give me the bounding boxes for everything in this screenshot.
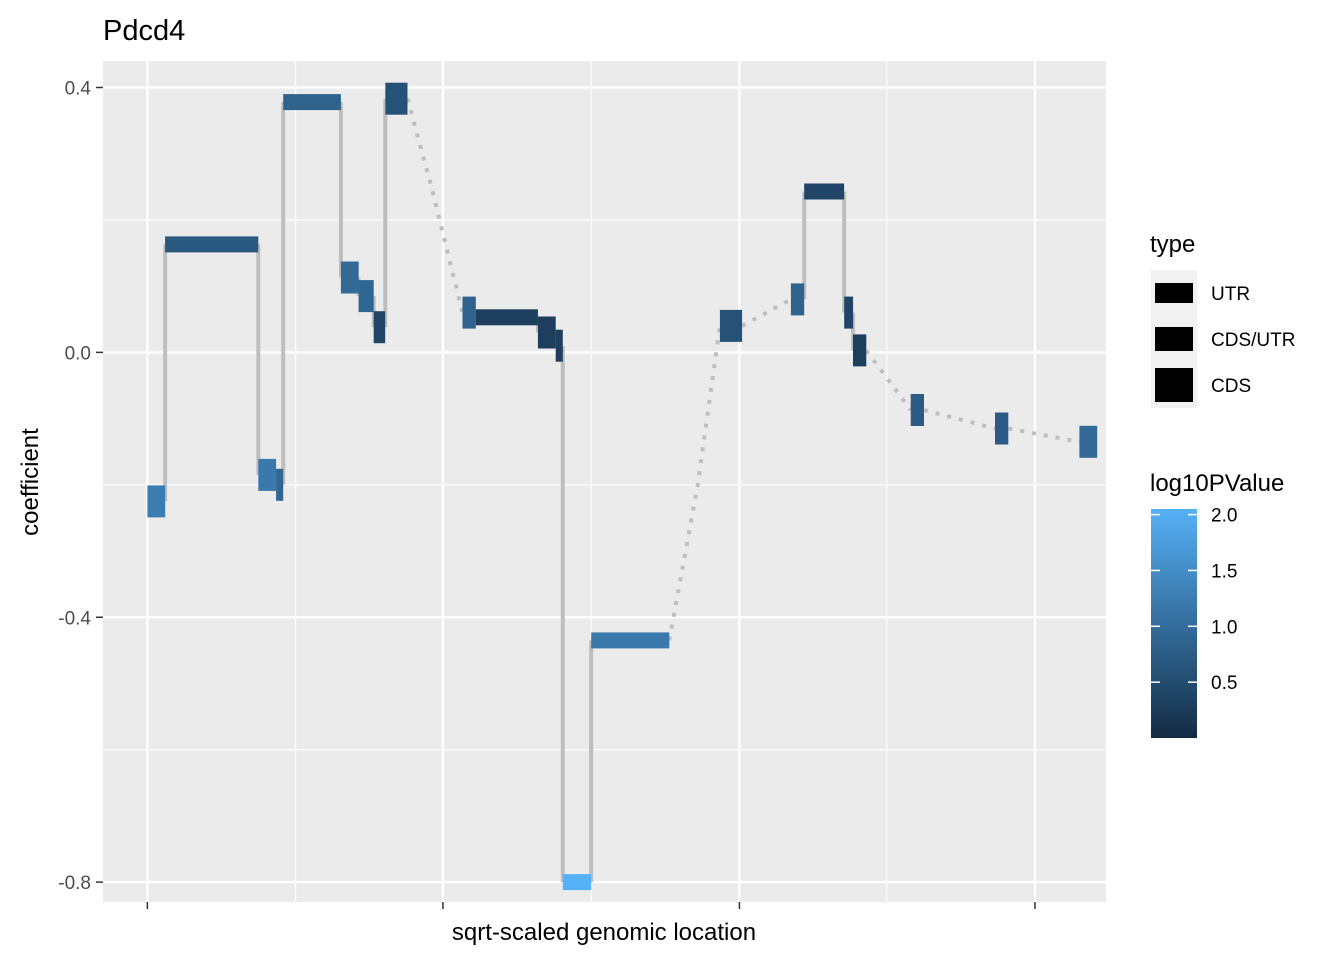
segment-bar	[555, 329, 563, 362]
legend-type-label: CDS/UTR	[1211, 330, 1295, 351]
segment-bar	[562, 874, 592, 891]
y-tick-label: 0.4	[65, 78, 92, 99]
panel-background	[103, 61, 1106, 902]
segment-bar	[844, 296, 854, 329]
y-axis-title: coefficient	[17, 428, 44, 536]
segment-bar	[258, 458, 277, 491]
colorbar	[1151, 509, 1197, 738]
segment-bar	[385, 82, 408, 115]
dotted-connector	[667, 325, 722, 641]
legend-color: log10PValue 0.5 1.0 1.5 2.0	[1150, 470, 1284, 738]
segment-bar	[853, 334, 867, 367]
y-tick-label: -0.4	[58, 608, 91, 629]
segment-bar	[283, 94, 341, 111]
y-tick-label: -0.8	[58, 873, 91, 894]
segment-bar	[910, 394, 924, 426]
colorbar-label: 1.5	[1211, 561, 1237, 582]
dotted-connector	[923, 408, 996, 431]
chart-title: Pdcd4	[103, 15, 185, 47]
segment-bar	[719, 309, 743, 342]
segment-bar	[804, 183, 845, 200]
legend-type: type UTR CDS/UTR CDS	[1150, 231, 1295, 408]
segment-bar	[358, 280, 374, 313]
segment-bar	[1079, 425, 1098, 458]
segments	[147, 82, 1098, 891]
segment-bar	[340, 261, 359, 294]
y-axis-ticks: 0.4 0.0 -0.4 -0.8	[58, 78, 103, 894]
segment-bar	[537, 316, 556, 349]
x-axis-ticks	[146, 902, 1036, 909]
colorbar-label: 2.0	[1211, 506, 1237, 527]
dotted-connector	[741, 297, 792, 328]
legend-key-swatch	[1155, 327, 1193, 351]
x-axis-title: sqrt-scaled genomic location	[452, 919, 756, 946]
segment-bar	[165, 236, 259, 253]
y-tick-label: 0.0	[65, 343, 91, 364]
segment-bar	[373, 311, 386, 344]
segment-bar	[462, 296, 476, 329]
segment-bar	[475, 309, 538, 326]
segment-bar	[790, 283, 805, 316]
segment-bar	[147, 485, 166, 518]
plot-panel	[103, 61, 1106, 902]
colorbar-label: 0.5	[1211, 673, 1237, 694]
legend-type-label: CDS	[1211, 376, 1251, 397]
segment-bar	[591, 632, 670, 649]
dotted-connector	[864, 349, 913, 412]
segment-bar	[276, 468, 284, 501]
legend-type-title: type	[1150, 231, 1195, 258]
legend-key-swatch	[1155, 368, 1193, 402]
dotted-connector	[1008, 426, 1080, 444]
legend-color-title: log10PValue	[1150, 470, 1284, 497]
legend-key-swatch	[1155, 283, 1193, 303]
colorbar-label: 1.0	[1211, 617, 1237, 638]
legend-type-label: UTR	[1211, 284, 1250, 305]
grid-lines	[103, 61, 1106, 902]
segment-bar	[995, 412, 1009, 445]
